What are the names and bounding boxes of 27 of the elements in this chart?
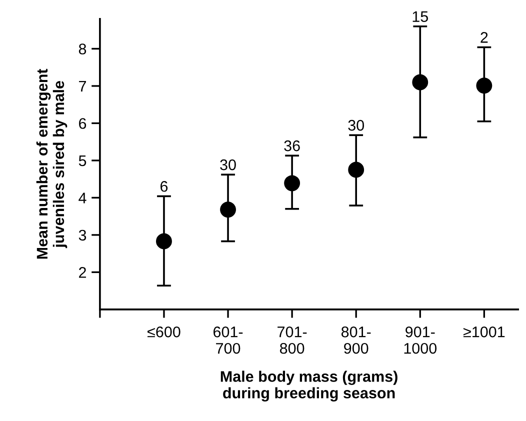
y-tick-label: 2 — [79, 267, 86, 278]
annotation: 6 — [160, 180, 168, 192]
x-tick-label: 901- 1000 — [404, 326, 437, 354]
x-tick-label: 701- 800 — [278, 326, 307, 354]
x-axis-title: Male body mass (grams) during breeding season — [220, 370, 398, 402]
y-tick-label: 7 — [79, 81, 86, 92]
x-tick-label: 801- 900 — [341, 326, 371, 354]
annotation: 30 — [348, 120, 364, 131]
x-tick-label: 601- 700 — [214, 326, 243, 354]
annotation: 30 — [220, 159, 236, 170]
annotation: 36 — [284, 140, 300, 152]
y-tick-label: 3 — [78, 230, 86, 241]
y-tick-label: 4 — [78, 192, 86, 204]
y-axis-title: Mean number of emergent juveniles sired by male — [36, 68, 68, 259]
point — [412, 74, 428, 90]
x-tick-label: ≤600 — [148, 326, 180, 338]
x-tick-label: ≥1001 — [463, 326, 505, 338]
point — [156, 233, 172, 250]
point — [348, 162, 364, 178]
point — [476, 78, 492, 94]
point — [284, 175, 300, 192]
y-tick-label: 8 — [78, 44, 86, 54]
point — [220, 202, 236, 218]
y-tick-label: 5 — [78, 155, 86, 166]
annotation: 15 — [412, 11, 428, 22]
annotation: 2 — [480, 32, 488, 43]
y-tick-label: 6 — [79, 118, 86, 129]
